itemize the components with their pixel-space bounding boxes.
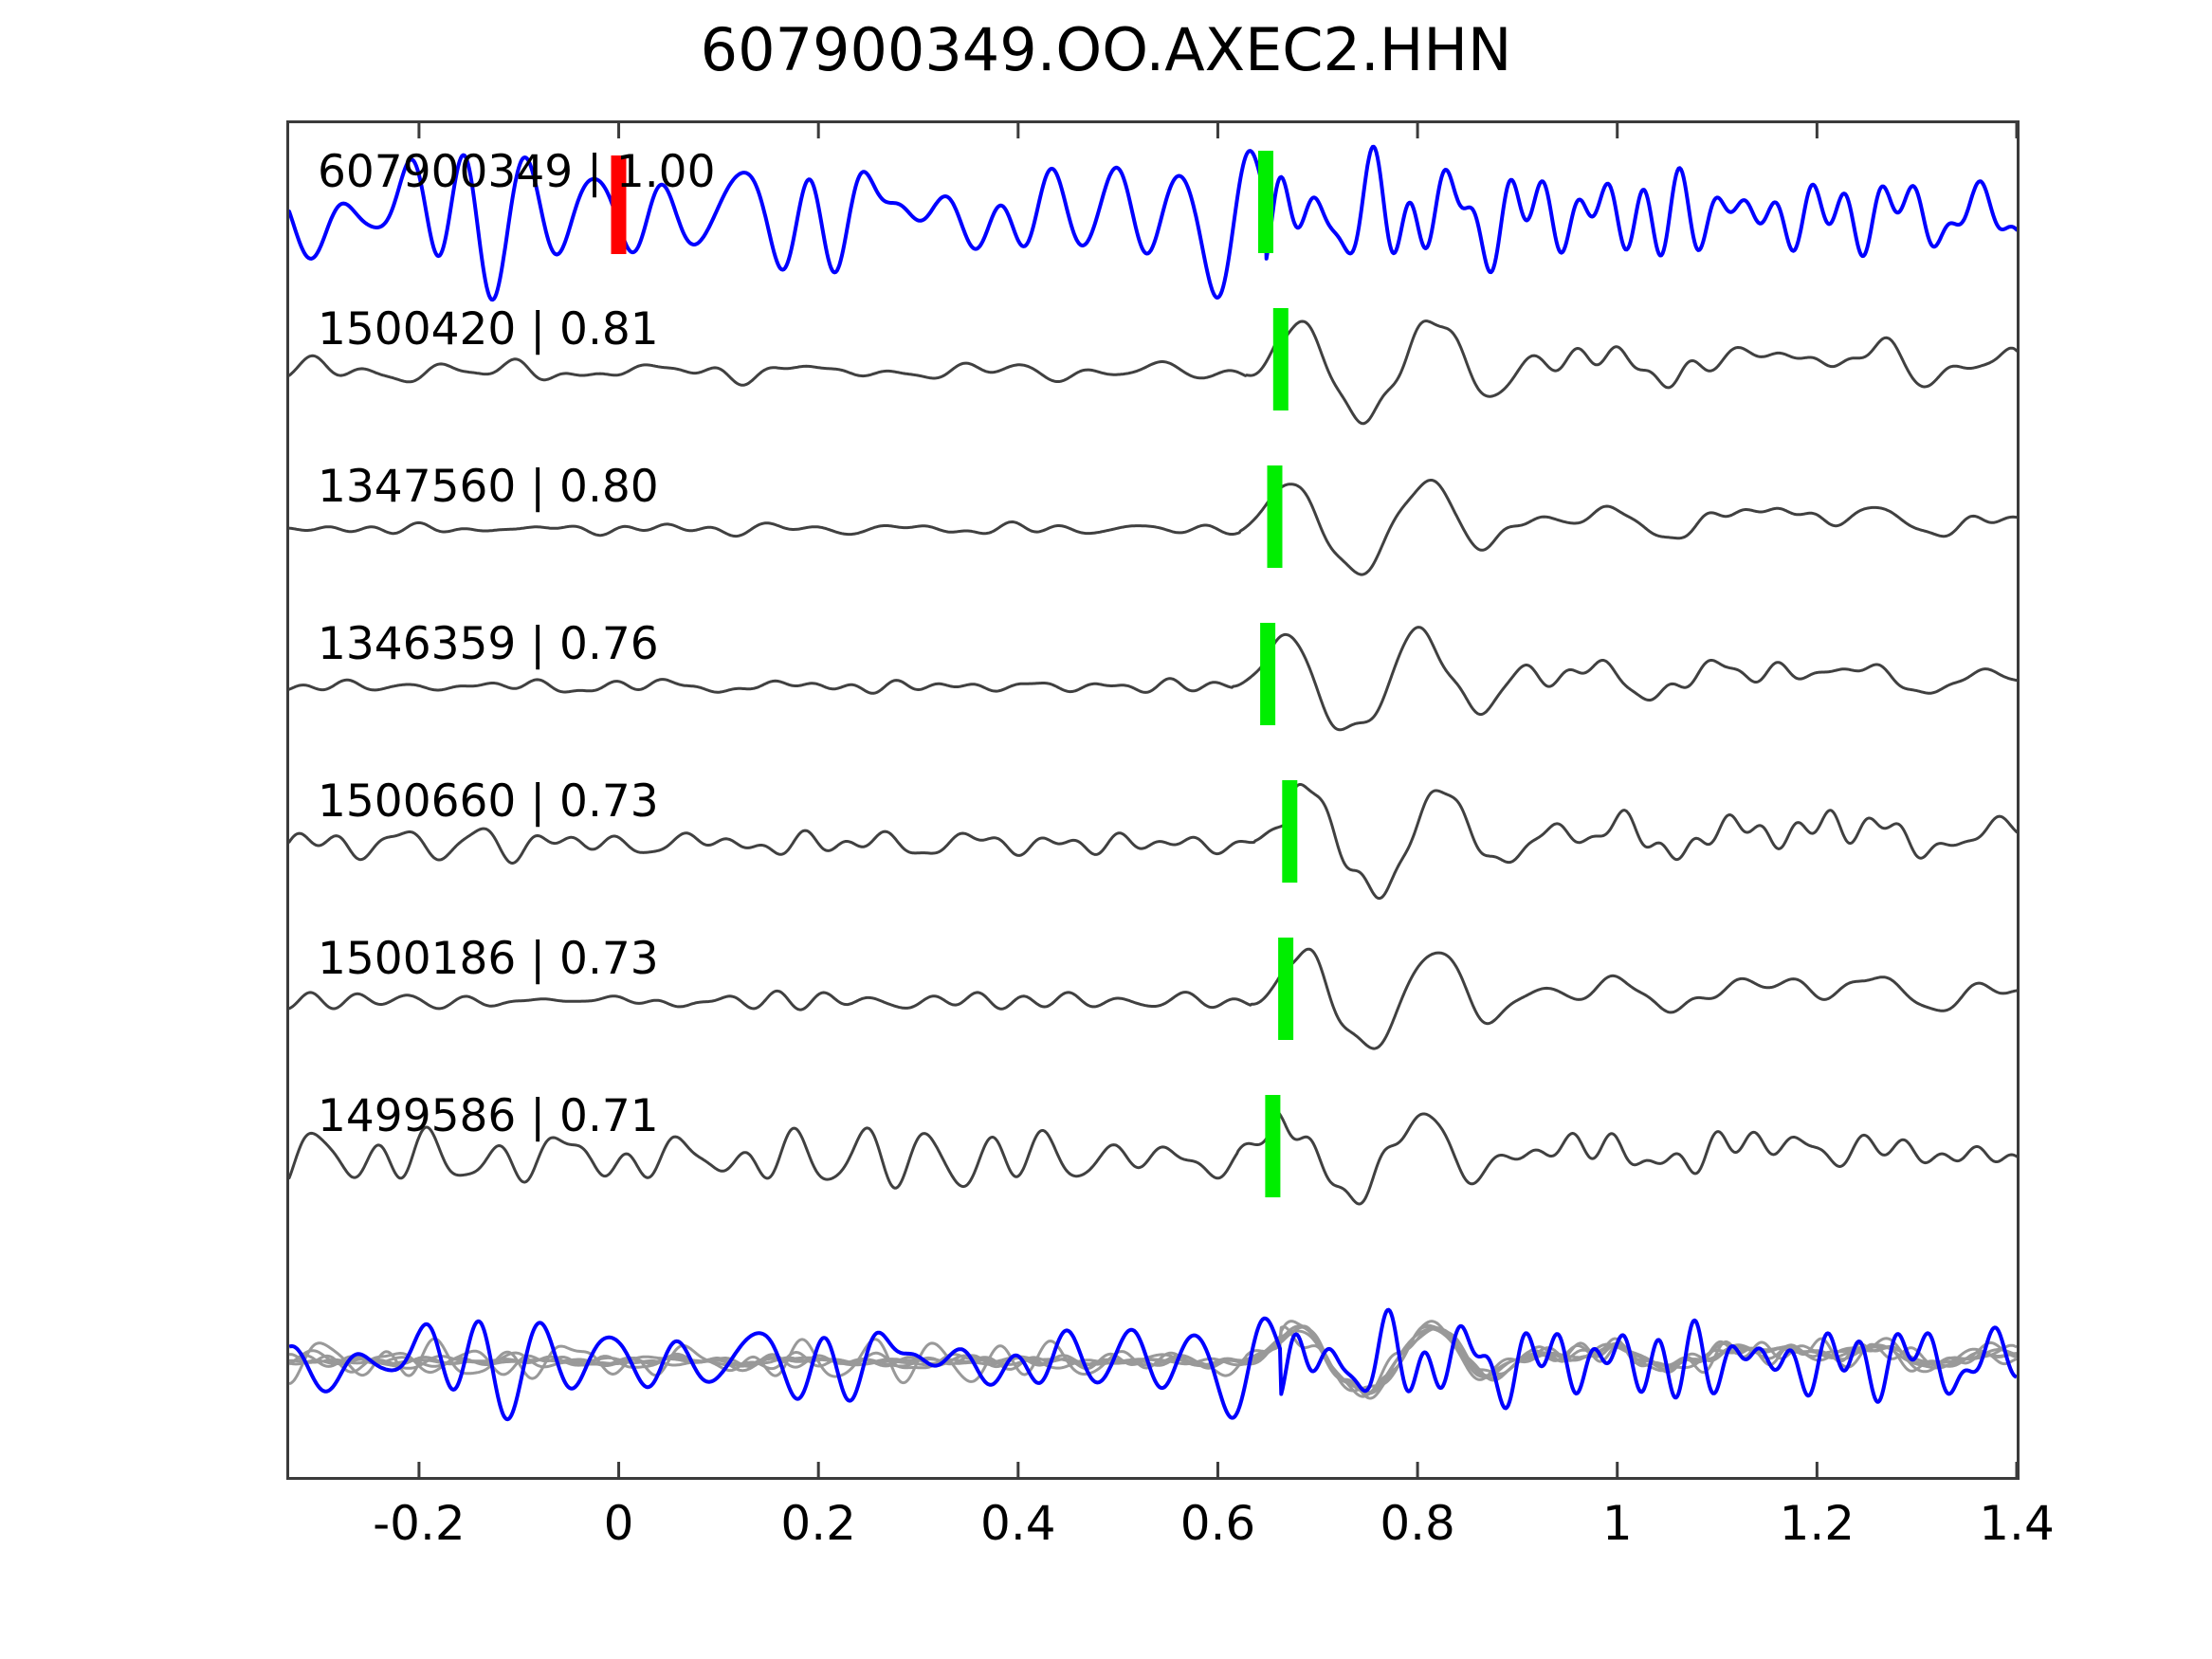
waveform-trace	[289, 947, 2017, 1050]
x-axis-ticks	[417, 123, 2017, 1477]
markers-group	[611, 151, 1298, 1197]
stacked-template-trace	[289, 1325, 2017, 1396]
x-tick-label: 0.4	[980, 1496, 1056, 1551]
pick-marker	[1258, 151, 1273, 253]
x-tick-label: 0	[603, 1496, 634, 1551]
origin-marker	[611, 155, 627, 254]
pick-marker	[1272, 308, 1289, 410]
pick-marker	[1265, 1095, 1281, 1197]
pick-marker	[1260, 623, 1276, 725]
trace-label: 1347560 | 0.80	[318, 461, 659, 513]
waveform-trace	[289, 319, 2017, 426]
x-tick-label: 1.4	[1979, 1496, 2055, 1551]
trace-label: 1500660 | 0.73	[318, 775, 659, 828]
x-tick-label: 1	[1601, 1496, 1633, 1551]
trace-label: 607900349 | 1.00	[318, 146, 716, 198]
x-tick-label: -0.2	[373, 1496, 466, 1551]
page-title: 607900349.OO.AXEC2.HHN	[700, 15, 1512, 84]
waveform-trace	[289, 783, 2017, 901]
pick-marker	[1267, 465, 1283, 568]
waveform-trace	[289, 144, 2017, 302]
x-axis-tick-labels: -0.2 0 0.2 0.4 0.6 0.8 1 1.2 1.4	[0, 1496, 2212, 1572]
x-tick-label: 0.2	[780, 1496, 856, 1551]
waveform-canvas	[289, 123, 2017, 1477]
waveform-trace	[289, 1109, 2017, 1206]
trace-label: 1346359 | 0.76	[318, 618, 659, 670]
x-tick-label: 1.2	[1779, 1496, 1856, 1551]
x-tick-label: 0.6	[1179, 1496, 1256, 1551]
traces-group	[289, 144, 2017, 1422]
x-tick-label: 0.8	[1380, 1496, 1455, 1551]
waveform-trace	[289, 626, 2017, 732]
stacked-target-trace	[289, 1307, 2017, 1422]
pick-marker	[1282, 780, 1298, 883]
trace-label: 1499586 | 0.71	[318, 1090, 659, 1142]
waveform-trace	[289, 479, 2017, 576]
trace-label: 1500186 | 0.73	[318, 933, 659, 985]
plot-area: 607900349 | 1.00 1500420 | 0.81 1347560 | …	[286, 120, 2020, 1480]
trace-label: 1500420 | 0.81	[318, 303, 659, 356]
pick-marker	[1278, 938, 1294, 1040]
